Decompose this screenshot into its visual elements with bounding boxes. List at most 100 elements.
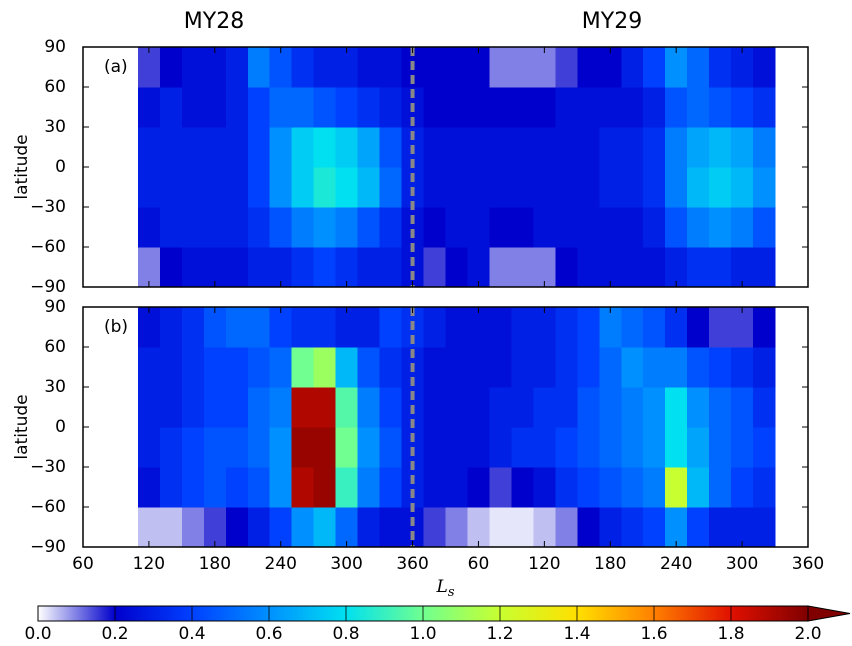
heatmap-cell	[731, 347, 754, 388]
heatmap-cell	[423, 467, 446, 508]
heatmap-cell	[225, 127, 249, 168]
heatmap-cell	[401, 467, 425, 508]
heatmap-cell	[731, 507, 754, 548]
heatmap-cell	[335, 387, 359, 428]
y-tick-label: −30	[30, 457, 66, 477]
heatmap-cell	[643, 307, 666, 348]
heatmap-cell	[137, 87, 161, 128]
heatmap-cell	[423, 127, 446, 168]
heatmap-cell	[269, 347, 293, 388]
heatmap-cell	[577, 387, 600, 428]
heatmap-cell	[599, 467, 622, 508]
heatmap-cell	[445, 387, 468, 428]
heatmap-cell	[621, 247, 644, 288]
heatmap-cell	[159, 307, 183, 348]
heatmap-cell	[489, 467, 512, 508]
heatmap-cell	[665, 87, 688, 128]
heatmap-cell	[555, 427, 578, 468]
heatmap-cell	[555, 347, 578, 388]
heatmap-cell	[665, 207, 688, 248]
heatmap-cell	[643, 127, 666, 168]
heatmap-cell	[291, 347, 315, 388]
heatmap-cell	[269, 87, 293, 128]
heatmap-cell	[247, 47, 271, 88]
heatmap-cell	[533, 167, 556, 208]
heatmap-cell	[621, 307, 644, 348]
heatmap-cell	[753, 387, 776, 428]
heatmap-cell	[489, 427, 512, 468]
heatmap-cell	[137, 207, 161, 248]
heatmap-cell	[159, 247, 183, 288]
heatmap-cell	[137, 467, 161, 508]
heatmap-cell	[247, 127, 271, 168]
heatmap-cell	[423, 427, 446, 468]
heatmap-cell	[445, 247, 468, 288]
heatmap-cell	[621, 87, 644, 128]
heatmap-cell	[269, 507, 293, 548]
heatmap-cell	[643, 347, 666, 388]
heatmap-cell	[577, 207, 600, 248]
heatmap-cell	[489, 207, 512, 248]
heatmap-cell	[137, 427, 161, 468]
heatmap-cell	[731, 87, 754, 128]
heatmap-cell	[599, 507, 622, 548]
heatmap-cell	[379, 207, 403, 248]
heatmap-cell	[467, 427, 490, 468]
heatmap-cell	[709, 87, 732, 128]
heatmap-cell	[445, 87, 468, 128]
heatmap-cell	[621, 427, 644, 468]
heatmap-cell	[511, 207, 534, 248]
heatmap-cell	[159, 47, 183, 88]
heatmap-cell	[643, 427, 666, 468]
heatmap-cell	[709, 387, 732, 428]
heatmap-cell	[357, 247, 381, 288]
heatmap-cell	[709, 427, 732, 468]
heatmap-cell	[555, 247, 578, 288]
heatmap-cell	[137, 47, 161, 88]
y-tick-label: 30	[44, 117, 66, 137]
heatmap-cell	[709, 207, 732, 248]
y-tick-label: −30	[30, 197, 66, 217]
heatmap-cell	[621, 387, 644, 428]
heatmap	[137, 307, 776, 548]
heatmap-cell	[687, 387, 710, 428]
heatmap-cell	[137, 507, 161, 548]
heatmap-cell	[709, 307, 732, 348]
heatmap-cell	[247, 307, 271, 348]
x-axis-label: Ls	[436, 577, 455, 600]
heatmap-cell	[225, 387, 249, 428]
heatmap-cell	[665, 247, 688, 288]
heatmap-cell	[687, 467, 710, 508]
heatmap-cell	[533, 87, 556, 128]
y-axis-label: latitude	[12, 134, 32, 199]
heatmap-cell	[357, 207, 381, 248]
heatmap-cell	[621, 347, 644, 388]
heatmap-cell	[445, 427, 468, 468]
heatmap-cell	[203, 307, 227, 348]
heatmap-cell	[335, 427, 359, 468]
heatmap-cell	[467, 247, 490, 288]
heatmap-cell	[533, 347, 556, 388]
heatmap-cell	[555, 387, 578, 428]
heatmap-cell	[621, 47, 644, 88]
heatmap-cell	[137, 247, 161, 288]
heatmap-cell	[203, 347, 227, 388]
heatmap-cell	[335, 347, 359, 388]
heatmap-cell	[379, 307, 403, 348]
heatmap-cell	[533, 387, 556, 428]
heatmap-cell	[181, 467, 205, 508]
y-tick-label: 30	[44, 377, 66, 397]
heatmap-cell	[357, 47, 381, 88]
heatmap-cell	[555, 307, 578, 348]
heatmap-cell	[511, 307, 534, 348]
heatmap-cell	[445, 47, 468, 88]
heatmap-cell	[555, 127, 578, 168]
heatmap-cell	[379, 347, 403, 388]
heatmap-cell	[379, 387, 403, 428]
heatmap-cell	[731, 427, 754, 468]
heatmap-cell	[533, 47, 556, 88]
heatmap-cell	[379, 247, 403, 288]
colorbar-tick-label: 1.6	[640, 624, 667, 644]
colorbar-tick-label: 0.2	[101, 624, 128, 644]
heatmap-cell	[753, 427, 776, 468]
